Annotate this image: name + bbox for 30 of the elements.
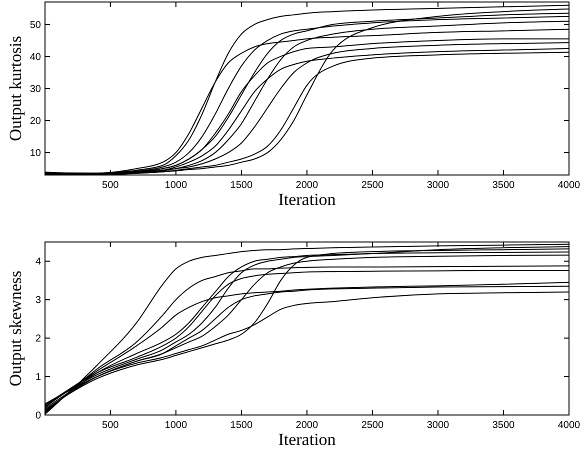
x-tick-label: 2000: [296, 180, 318, 191]
y-axis-title: Output skewness: [6, 270, 25, 386]
x-tick-label: 500: [102, 180, 120, 191]
x-tick-label: 3000: [426, 420, 450, 431]
y-tick-label: 2: [35, 334, 42, 345]
x-tick-label: 2000: [296, 420, 318, 431]
x-tick-label: 1500: [230, 420, 253, 431]
y-tick-label: 50: [30, 20, 42, 31]
y-tick-label: 0: [35, 410, 42, 422]
x-tick-label: 3500: [492, 180, 516, 191]
x-tick-label: 3500: [492, 420, 516, 431]
x-tick-label: 2500: [361, 180, 384, 191]
y-axis-title: Output kurtosis: [6, 36, 25, 142]
y-tick-label: 30: [30, 84, 42, 95]
x-tick-label: 500: [102, 420, 120, 431]
y-tick-label: 40: [30, 52, 42, 63]
x-tick-label: 1000: [164, 180, 188, 191]
y-tick-label: 4: [35, 256, 42, 268]
x-axis-title: Iteration: [278, 190, 336, 209]
x-tick-label: 4000: [558, 180, 581, 191]
x-axis-title: Iteration: [278, 430, 336, 449]
x-tick-label: 3000: [426, 180, 450, 191]
y-tick-label: 10: [30, 148, 42, 160]
y-tick-label: 20: [30, 116, 42, 128]
y-tick-label: 3: [35, 295, 42, 306]
x-tick-label: 2500: [361, 420, 384, 431]
x-tick-label: 1500: [230, 180, 253, 191]
x-tick-label: 4000: [558, 420, 581, 431]
y-tick-label: 1: [35, 372, 42, 384]
x-tick-label: 1000: [164, 420, 188, 431]
